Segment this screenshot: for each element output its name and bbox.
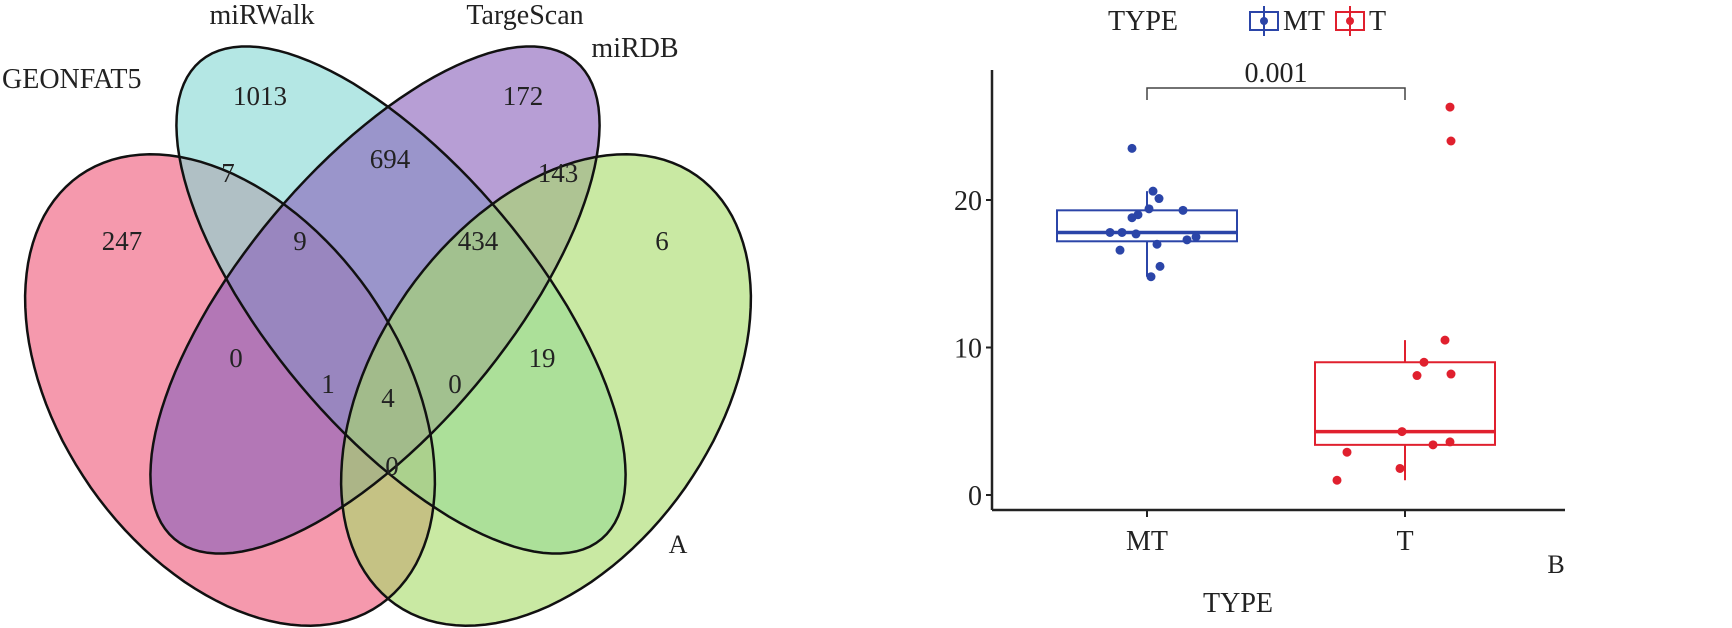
data-point-t	[1440, 335, 1450, 345]
legend-title: TYPE	[1108, 6, 1178, 37]
data-point-t	[1332, 475, 1342, 485]
data-point-mt	[1148, 186, 1158, 196]
venn-region-count: 0	[229, 343, 243, 373]
data-point-mt	[1155, 261, 1165, 271]
venn-region-count: 4	[381, 383, 395, 413]
data-point-t	[1342, 447, 1352, 457]
venn-region-count: 6	[655, 226, 669, 256]
venn-region-count: 1013	[233, 81, 287, 111]
data-point-mt	[1117, 227, 1127, 237]
venn-region-count: 7	[221, 158, 235, 188]
venn-set-label: miRWalk	[209, 0, 314, 31]
venn-region-count: 0	[448, 369, 462, 399]
box-plot: 0 10 20 MT T TYPE 0.001 TYPE MT T B	[954, 6, 1565, 619]
legend-key-point	[1346, 17, 1354, 25]
venn-outline-mirdb	[339, 153, 753, 627]
venn-region-count: 434	[458, 226, 499, 256]
data-point-mt	[1152, 239, 1162, 249]
data-point-t	[1446, 369, 1456, 379]
box-t	[1314, 361, 1496, 446]
data-point-t	[1412, 371, 1422, 381]
data-point-mt	[1144, 204, 1154, 214]
venn-set-label: TargeScan	[466, 0, 583, 31]
data-point-t	[1428, 440, 1438, 450]
data-point-t	[1446, 136, 1456, 146]
venn-set-mirdb	[341, 154, 751, 626]
data-point-t	[1445, 437, 1455, 447]
data-point-t	[1419, 357, 1429, 367]
legend-key-point	[1260, 17, 1268, 25]
venn-diagram: GEONFAT5 miRWalk TargeScan miRDB 247 1013 172 6…	[2, 0, 753, 627]
data-point-mt	[1131, 229, 1141, 239]
venn-region-count: 143	[538, 158, 579, 188]
x-axis-title: TYPE	[1203, 588, 1273, 619]
significance-bracket	[1146, 87, 1406, 100]
data-point-mt	[1127, 143, 1137, 153]
legend-entry-t: T	[1369, 6, 1386, 37]
venn-region-count: 694	[370, 144, 411, 174]
venn-outline-mirwalk	[175, 45, 627, 555]
legend-key-box	[1249, 11, 1279, 31]
venn-region-count: 172	[503, 81, 544, 111]
x-tick-label: T	[1396, 526, 1413, 557]
data-point-mt	[1105, 227, 1115, 237]
venn-region-count: 247	[102, 226, 143, 256]
legend-key-box	[1335, 11, 1365, 31]
y-tick-label: 10	[954, 334, 982, 365]
venn-set-label: miRDB	[591, 33, 678, 64]
venn-region-count: 0	[385, 451, 399, 481]
venn-region-count: 19	[529, 343, 556, 373]
data-point-t	[1397, 427, 1407, 437]
data-point-mt	[1154, 194, 1164, 204]
y-tick-label: 0	[968, 481, 982, 512]
venn-set-label: GEONFAT5	[2, 64, 141, 95]
y-tick-label: 20	[954, 186, 982, 217]
data-point-mt	[1178, 205, 1188, 215]
venn-outline-targescan	[149, 45, 601, 555]
legend-entry-mt: MT	[1283, 6, 1325, 37]
box-mt	[1056, 209, 1238, 243]
data-point-mt	[1191, 232, 1201, 242]
panel-label-b: B	[1547, 550, 1564, 579]
venn-outline-geonfat5	[23, 153, 437, 627]
data-point-mt	[1182, 235, 1192, 245]
data-point-t	[1445, 102, 1455, 112]
venn-region-count: 1	[321, 369, 335, 399]
data-point-mt	[1146, 272, 1156, 282]
p-value-label: 0.001	[1245, 58, 1308, 89]
x-tick-label: MT	[1126, 526, 1168, 557]
data-point-mt	[1127, 213, 1137, 223]
data-point-t	[1395, 463, 1405, 473]
panel-label-a: A	[669, 530, 688, 559]
venn-region-count: 9	[293, 226, 307, 256]
data-point-mt	[1115, 245, 1125, 255]
